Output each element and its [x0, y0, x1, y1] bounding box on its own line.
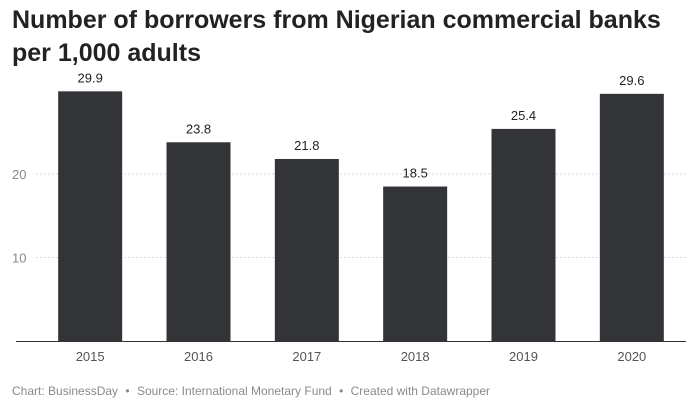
bar-value-label: 18.5 — [403, 166, 428, 181]
value-labels: 29.9 23.8 21.8 18.5 25.4 29.6 — [78, 70, 645, 180]
footer-separator: • — [125, 384, 130, 398]
bar — [491, 128, 556, 341]
gridlines — [36, 173, 686, 258]
x-axis-labels: 2015 2016 2017 2018 2019 2020 — [76, 349, 647, 364]
chart-source: Source: International Monetary Fund — [136, 384, 332, 398]
x-tick-label: 2017 — [292, 349, 321, 364]
bar-series — [58, 91, 664, 342]
bar — [166, 142, 231, 341]
bar-value-label: 29.6 — [619, 73, 644, 88]
x-tick-label: 2016 — [184, 349, 213, 364]
bar — [599, 93, 664, 341]
bar-chart: 29.923.821.818.525.429.6 2015 2016 2017 201… — [12, 70, 686, 364]
y-axis-labels: 10 20 — [12, 167, 26, 266]
x-tick-label: 2020 — [617, 349, 646, 364]
x-tick-label: 2018 — [401, 349, 430, 364]
bar-value-label: 29.9 — [78, 70, 103, 85]
x-tick-label: 2015 — [76, 349, 105, 364]
chart-footer: Chart: BusinessDay • Source: Internation… — [12, 384, 490, 398]
chart-credit: Chart: BusinessDay — [12, 384, 119, 398]
created-with: Created with Datawrapper — [350, 384, 491, 398]
bar-value-label: 25.4 — [511, 108, 536, 123]
bar — [274, 158, 339, 341]
bar-value-label: 23.8 — [186, 121, 211, 136]
y-tick-label: 10 — [12, 251, 26, 266]
y-tick-label: 20 — [12, 167, 26, 182]
chart-title: Number of borrowers from Nigerian commer… — [12, 6, 661, 67]
bar — [58, 91, 123, 342]
bar — [383, 186, 448, 341]
bar-value-label: 21.8 — [294, 138, 319, 153]
x-tick-label: 2019 — [509, 349, 538, 364]
footer-separator: • — [339, 384, 344, 398]
